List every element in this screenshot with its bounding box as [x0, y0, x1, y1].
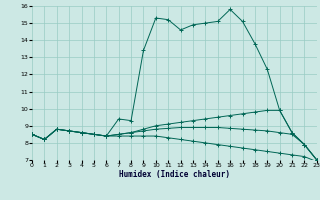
- X-axis label: Humidex (Indice chaleur): Humidex (Indice chaleur): [119, 170, 230, 179]
